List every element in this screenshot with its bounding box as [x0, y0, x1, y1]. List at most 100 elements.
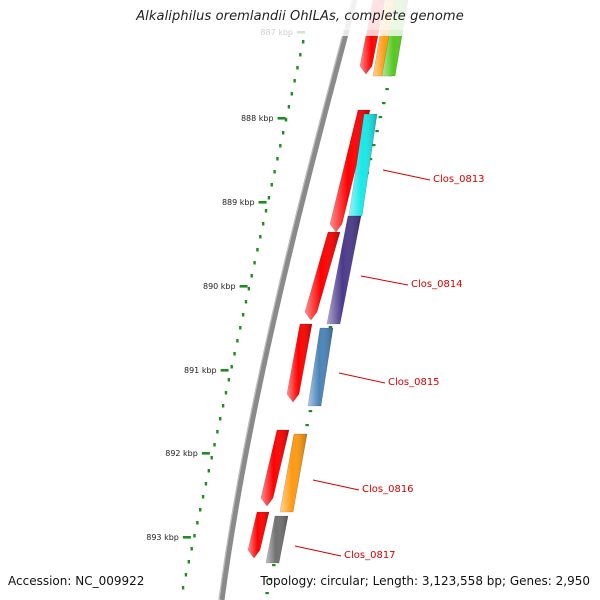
forward-gene-arrow — [329, 109, 371, 233]
gene-block — [279, 433, 308, 513]
inner-tick-dot — [193, 534, 196, 538]
gene-block-shade — [266, 516, 288, 563]
kbp-tick-mark — [182, 536, 191, 539]
gene-leader-line — [294, 545, 342, 557]
outer-tick-dot — [265, 592, 269, 595]
forward-gene-arrow — [260, 429, 290, 507]
backbone-highlight — [218, 0, 353, 600]
inner-tick-dot — [236, 339, 239, 343]
inner-tick-dot — [290, 92, 293, 96]
gene-label: Clos_0816 — [362, 484, 414, 495]
kbp-tick-label: 892 kbp — [165, 449, 198, 458]
inner-tick-dot — [233, 352, 236, 356]
forward-gene-arrow-shade — [248, 512, 269, 558]
inner-tick-dot — [187, 560, 190, 564]
kbp-tick-label: 889 kbp — [222, 198, 255, 207]
kbp-tick-mark — [297, 31, 305, 34]
inner-tick-dot — [241, 313, 245, 317]
accession-text: Accession: NC_009922 — [8, 574, 145, 588]
inner-tick-dot — [284, 118, 288, 122]
inner-tick-dot — [293, 79, 296, 83]
kbp-tick-label: 890 kbp — [203, 282, 236, 291]
outer-tick-dot — [328, 326, 333, 329]
kbp-tick-label: 893 kbp — [146, 533, 179, 542]
inner-tick-dot — [296, 66, 299, 70]
inner-tick-dot — [270, 183, 273, 187]
gene-leader-line — [338, 372, 386, 384]
gene-label: Clos_0815 — [388, 377, 440, 388]
gene-leader-line — [312, 479, 360, 491]
inner-tick-dot — [227, 378, 231, 382]
map-title: Alkaliphilus oremlandii OhILAs, complete… — [136, 9, 464, 24]
gene-label: Clos_0813 — [433, 174, 485, 185]
gene-block-shade — [349, 114, 377, 216]
inner-tick-dot — [181, 586, 185, 590]
forward-gene-arrow-shade — [261, 430, 289, 506]
outer-tick-dot — [382, 102, 386, 105]
inner-tick-dot — [267, 196, 271, 200]
inner-tick-dot — [256, 248, 259, 252]
outer-tick-dot — [372, 144, 376, 147]
outer-tick-dot — [305, 424, 309, 427]
forward-gene-arrow — [304, 231, 341, 321]
backbone-line — [219, 0, 358, 600]
outer-tick-dot — [375, 130, 379, 133]
inner-tick-dot — [224, 391, 228, 395]
inner-tick-dot — [216, 430, 219, 434]
inner-tick-dot — [201, 495, 205, 499]
kbp-tick-label: 891 kbp — [184, 366, 217, 375]
inner-tick-dot — [219, 417, 222, 421]
kbp-tick-mark — [220, 369, 229, 372]
inner-tick-dot — [250, 274, 253, 278]
gene-label: Clos_0817 — [344, 550, 396, 561]
outer-tick-dot — [385, 88, 389, 91]
gene-block — [265, 515, 289, 564]
kbp-tick-mark — [239, 285, 248, 288]
inner-tick-dot — [247, 287, 251, 291]
inner-tick-dot — [276, 157, 279, 161]
inner-tick-dot — [210, 456, 213, 460]
inner-tick-dot — [299, 53, 302, 57]
gene-labels: Clos_0813 Clos_0814 Clos_0815 Clos_0816 Clos… — [294, 169, 485, 561]
forward-gene-arrow — [247, 511, 270, 559]
inner-tick-dot — [281, 131, 285, 135]
inner-tick-dot — [196, 521, 199, 525]
inner-tick-dot — [279, 144, 282, 148]
gene-block — [307, 327, 334, 407]
outer-tick-dot — [368, 158, 373, 161]
gene-leader-line — [360, 275, 409, 286]
gene-block — [348, 113, 378, 217]
inner-tick-dot — [259, 235, 262, 239]
forward-gene-arrow — [286, 323, 313, 403]
inner-tick-dot — [204, 482, 208, 486]
genome-summary-text: Topology: circular; Length: 3,123,558 bp… — [260, 574, 590, 588]
inner-tick-dot — [264, 209, 268, 213]
gene-block-shade — [327, 216, 361, 324]
inner-tick-dot — [190, 547, 193, 551]
kbp-tick-mark — [201, 452, 210, 455]
kbp-tick-label: 888 kbp — [241, 114, 274, 123]
inner-tick-dot — [213, 443, 216, 447]
gene-block — [326, 215, 362, 325]
inner-tick-dot — [302, 40, 305, 44]
outer-tick-dot — [272, 564, 276, 567]
inner-tick-dot — [184, 573, 188, 577]
gene-block-shade — [308, 328, 333, 406]
kbp-tick-mark — [258, 201, 267, 204]
inner-tick-dot — [244, 300, 248, 304]
inner-tick-dot — [273, 170, 276, 174]
inner-tick-dot — [221, 404, 225, 408]
inner-tick-dot — [239, 326, 242, 330]
forward-gene-arrow-shade — [305, 232, 340, 320]
gene-track — [247, 0, 410, 564]
inner-tick-dot — [261, 222, 265, 226]
kbp-tick-label: 887 kbp — [260, 28, 293, 37]
inner-tick-dot — [207, 469, 211, 473]
outer-tick-dot — [268, 578, 273, 581]
outer-tick-dot — [378, 116, 383, 119]
gene-label: Clos_0814 — [411, 279, 463, 290]
gene-block-shade — [280, 434, 307, 512]
gene-leader-line — [382, 169, 431, 181]
inner-tick-dot — [230, 365, 233, 369]
